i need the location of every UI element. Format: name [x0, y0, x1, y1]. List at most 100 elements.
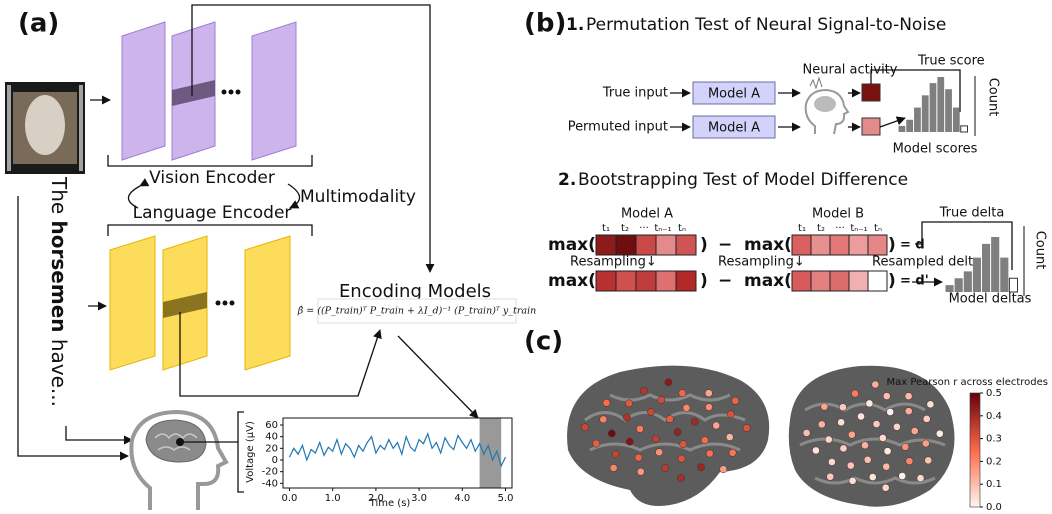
electrode: [911, 427, 918, 434]
hist-bar: [982, 244, 990, 292]
hist-bar: [945, 89, 952, 132]
colorbar-tick-label: 0.3: [986, 434, 1002, 445]
token-cell: [616, 235, 636, 255]
close-paren: ): [888, 235, 896, 255]
electrode: [727, 411, 734, 418]
close-paren: ): [700, 271, 708, 291]
electrode: [922, 440, 929, 447]
permuted-score-box: [862, 118, 880, 135]
arrow: [398, 336, 478, 418]
electrode: [623, 414, 630, 421]
electrode: [729, 449, 736, 456]
electrode: [884, 448, 891, 455]
electrode: [883, 463, 890, 470]
electrode: [866, 400, 873, 407]
true-score-label: True score: [917, 54, 985, 69]
token-cell: [849, 271, 868, 291]
arrow: [880, 118, 905, 127]
electrode: [743, 424, 750, 431]
token-cell: [811, 235, 830, 255]
electrode: [608, 430, 615, 437]
electrode: [678, 455, 685, 462]
model-deltas-label: Model deltas: [949, 292, 1032, 307]
x-tick-label: 1.0: [325, 493, 341, 504]
electrode: [864, 456, 871, 463]
token-cell: [676, 235, 696, 255]
tokens: t₁t₂···tₙ₋₁tₙt₁t₂···tₙ₋₁tₙ: [602, 223, 882, 234]
hist-bar: [946, 285, 954, 292]
hist-bar: [973, 258, 981, 292]
colorbar-title: Max Pearson r across electrodes: [886, 377, 1048, 388]
electrode: [701, 437, 708, 444]
electrode: [803, 429, 810, 436]
electrode: [593, 440, 600, 447]
token-cell: [849, 235, 868, 255]
token-label: tₙ₋₁: [850, 223, 867, 234]
x-tick-label: 5.0: [498, 493, 514, 504]
electrode: [658, 396, 665, 403]
token-cell: [656, 271, 676, 291]
electrode: [839, 404, 846, 411]
panel-label: (b): [524, 9, 566, 39]
electrode: [680, 441, 687, 448]
true-delta-label: True delta: [939, 206, 1005, 221]
electrode: [713, 422, 720, 429]
colorbar-tick-label: 0.5: [986, 388, 1002, 399]
electrode: [600, 416, 607, 423]
electrode: [869, 473, 876, 480]
token-cell: [616, 271, 636, 291]
electrode: [818, 421, 825, 428]
token-label: t₂: [817, 223, 825, 234]
step-number: 2.: [558, 170, 576, 190]
model-label: Model B: [812, 207, 864, 222]
close-paren: ): [700, 235, 708, 255]
model-label: Model A: [708, 87, 760, 102]
electrode: [652, 435, 659, 442]
electrode: [666, 415, 673, 422]
hist-bar: [1000, 258, 1008, 292]
token-cell: [676, 271, 696, 291]
hist-bar: [937, 77, 944, 132]
electrode: [902, 443, 909, 450]
colorbar-tick-label: 0.0: [986, 502, 1002, 513]
language-encoder-label: Language Encoder: [133, 203, 292, 223]
token-cell: [792, 271, 811, 291]
token-label: t₁: [602, 223, 610, 234]
electrode: [581, 424, 588, 431]
true-score-box: [862, 84, 880, 101]
token-cell: [868, 235, 887, 255]
formula: β̂ = ((P_train)ᵀ P_train + λI_d)⁻¹ (P_tr…: [297, 306, 536, 317]
electrode: [879, 434, 886, 441]
y-tick-label: -40: [262, 478, 278, 489]
input-label: True input: [602, 86, 668, 101]
electrode: [665, 379, 672, 386]
panel-label: (c): [524, 327, 563, 357]
word: horsemen: [48, 221, 72, 333]
token-label: ···: [835, 223, 845, 234]
token-cell: [656, 235, 676, 255]
electrode: [691, 418, 698, 425]
electrode: [821, 403, 828, 410]
electrode: [705, 403, 712, 410]
equals: = d': [900, 274, 929, 289]
panel-label: (a): [18, 9, 59, 39]
hist-bar: [953, 108, 960, 132]
electrode: [840, 445, 847, 452]
hist-bar: [914, 108, 921, 132]
electrode: [636, 425, 643, 432]
arrow: [192, 5, 430, 272]
electrode: [683, 404, 690, 411]
colorbar: [970, 393, 980, 507]
colorbar-tick-label: 0.1: [986, 479, 1002, 490]
electrode: [825, 436, 832, 443]
hist-bar: [964, 271, 972, 292]
electrode: [647, 408, 654, 415]
token-cell: [830, 271, 849, 291]
electrode: [857, 413, 864, 420]
electrode: [677, 475, 684, 482]
electrode: [851, 390, 858, 397]
electrode: [697, 464, 704, 471]
input-label: Permuted input: [568, 120, 668, 135]
electrode: [882, 484, 889, 491]
electrode: [906, 458, 913, 465]
